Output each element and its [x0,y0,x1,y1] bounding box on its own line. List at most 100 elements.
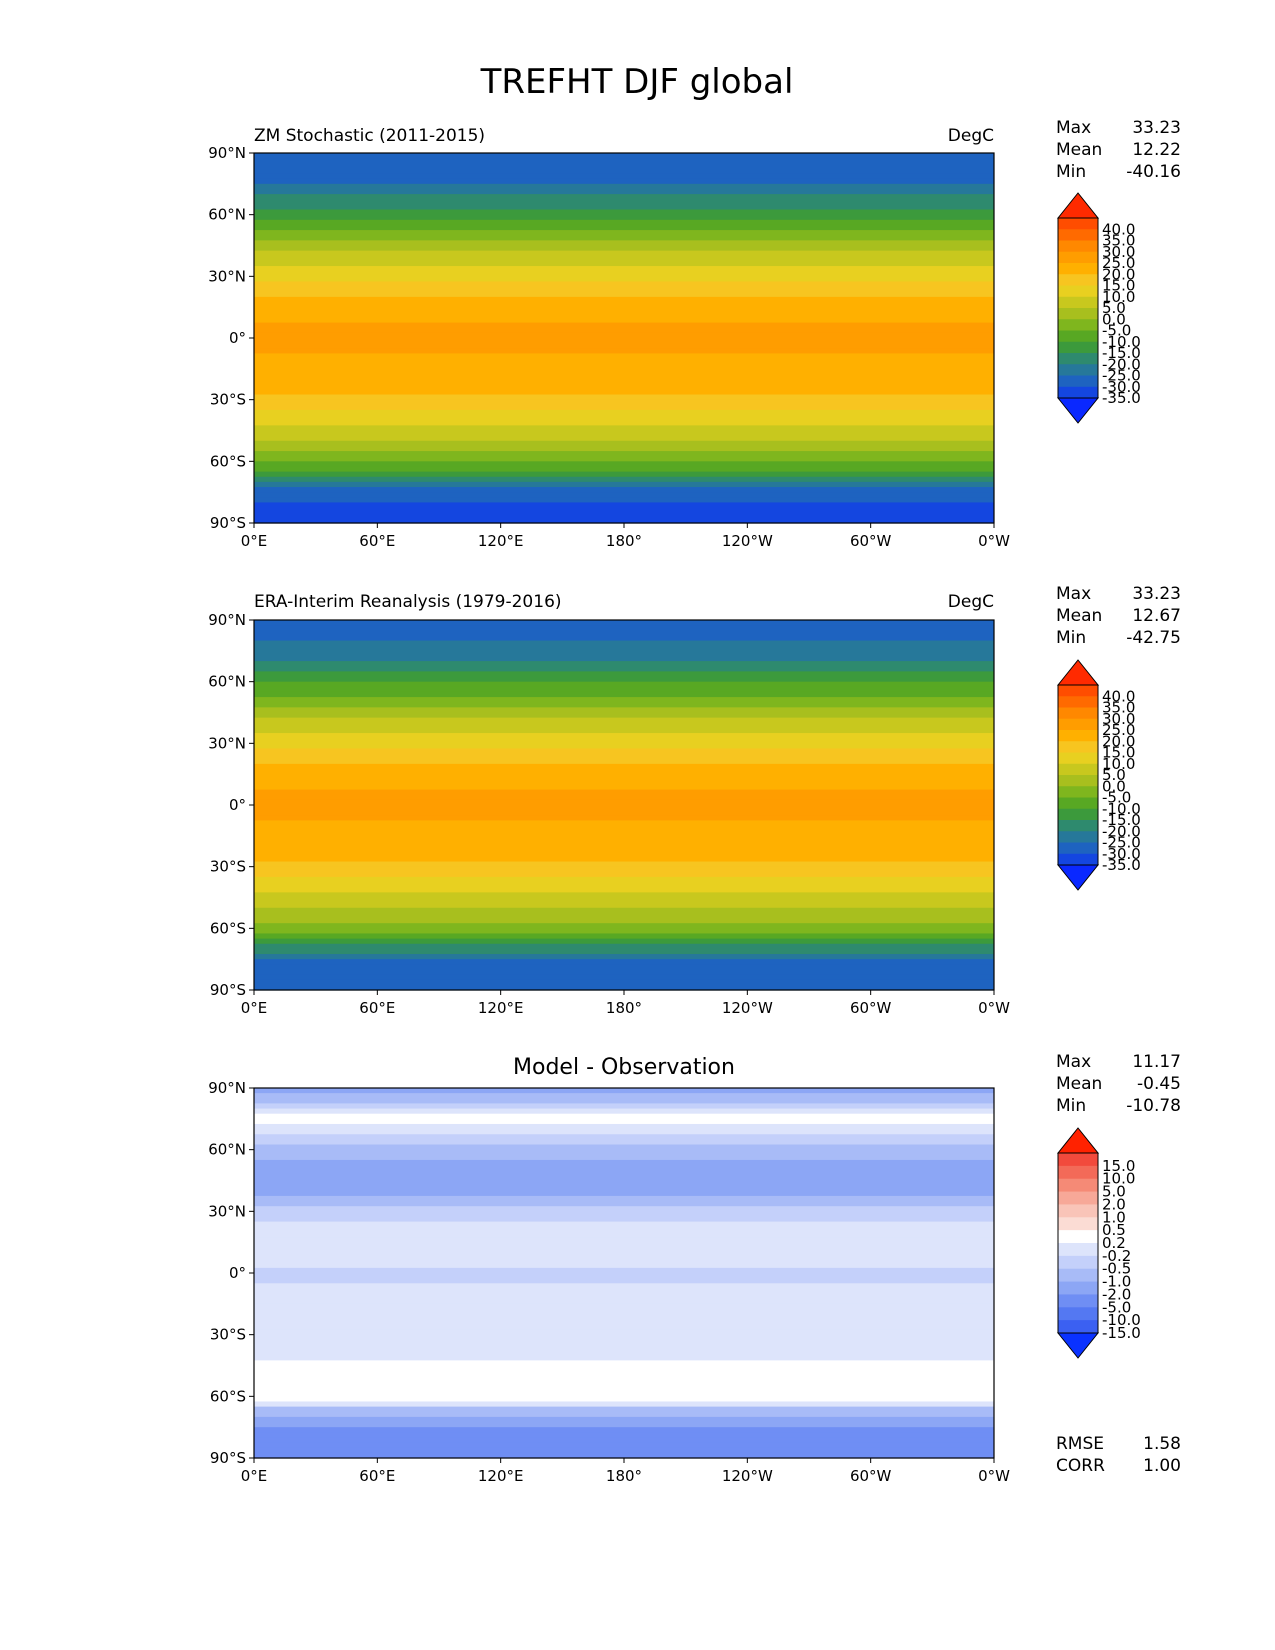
field-band [254,671,994,678]
colorbar-swatch [1058,730,1098,742]
colorbar-swatch [1058,1165,1098,1180]
field-band [254,635,994,642]
field-band [254,1180,994,1187]
colorbar-tick-label: 40.0 [1102,687,1135,705]
figure-title: TREFHT DJF global [480,62,794,102]
colorbar-swatch [1058,1230,1098,1244]
field-band [254,286,994,293]
field-band [254,168,994,175]
field-band [254,1334,994,1341]
stat-rmse-value: 1.58 [1143,1434,1181,1454]
colorbar-model: 40.035.030.025.020.015.010.05.00.0-5.0-1… [1056,192,1141,424]
colorbar-outline [1057,1152,1099,1334]
lat-tick-label: 60°S [210,452,246,470]
field-band [254,1283,994,1290]
field-band [254,948,994,955]
lat-tick-label: 30°S [210,858,246,876]
map-difference: 90°N 60°N 30°N 0° 30°S 60°S 90°S0°E 60°E 120°E 18… [208,1079,1010,1485]
field-band [254,1139,994,1146]
field-band [254,1165,994,1171]
lat-tick-label: 60°S [210,919,246,937]
field-band [254,1247,994,1254]
colorbar-tick-label: -25.0 [1102,367,1141,385]
stat-max-label: Max [1056,1052,1091,1072]
colorbar-tick-label: 2.0 [1102,1195,1126,1213]
field-band [254,1396,994,1403]
colorbar-tick-label: 20.0 [1102,732,1135,750]
colorbar-extend-min [1056,864,1100,891]
field-band [254,645,994,652]
colorbar-tick-label: 40.0 [1102,220,1135,238]
field-band [254,661,994,667]
colorbar-swatch [1058,319,1098,331]
field-band [254,502,994,509]
field-band [254,1422,994,1428]
field-band [254,1391,994,1397]
field-band [254,1108,994,1115]
colorbar-swatch [1058,353,1098,365]
panel-title-left: ERA-Interim Reanalysis (1979-2016) [254,592,562,612]
colorbar-swatch [1058,251,1098,264]
field-band [254,866,994,873]
field-band [254,882,994,888]
colorbar-swatch [1058,696,1098,708]
field-band [254,666,994,672]
colorbar-swatch [1058,797,1098,810]
field-band [254,204,994,211]
stat-mean-label: Mean [1056,140,1102,160]
field-band [254,871,994,878]
field-band [254,317,994,324]
colorbar-tick-label: 30.0 [1102,710,1135,728]
field-band [254,722,994,729]
field-band [254,1411,994,1418]
field-band [254,338,994,344]
colorbar-tick-label: -20.0 [1102,822,1141,840]
panel-title-left: ZM Stochastic (2011-2015) [254,126,485,146]
field-band [254,250,994,257]
stat-min-value: -42.75 [1126,628,1181,648]
field-band [254,630,994,637]
stat-min-label: Min [1056,628,1086,648]
field-band [254,230,994,236]
stat-max-value: 33.23 [1132,118,1181,138]
lon-tick-label: 0°W [978,532,1010,550]
field-band [254,1442,994,1449]
field-band [254,235,994,241]
colorbar-tick-label: -0.2 [1102,1247,1131,1265]
field-band [254,763,994,770]
colorbar-swatch [1058,386,1098,399]
colorbar-tick-label: 15.0 [1102,1157,1135,1175]
lat-tick-label: 30°S [210,1326,246,1344]
field-band [254,466,994,473]
field-band [254,1118,994,1125]
lat-tick-label: 90°S [210,981,246,999]
field-band [254,753,994,760]
lat-tick-label: 0° [229,1264,246,1282]
colorbar-tick-label: 25.0 [1102,721,1135,739]
field-band [254,271,994,277]
field-band [254,471,994,478]
colorbar-swatch [1058,1204,1098,1218]
lat-tick-label: 0° [229,796,246,814]
field-band [254,487,994,493]
field-band [254,969,994,976]
field-band [254,1206,994,1212]
colorbar-tick-label: 5.0 [1102,1183,1126,1201]
field-band [254,959,994,965]
colorbar-swatch [1058,218,1098,230]
colorbar-swatch [1058,786,1098,798]
lon-tick-label: 60°E [359,999,395,1017]
field-band [254,954,994,960]
panel-difference: Model - Observation 90°N 60°N 30°N 0° 30°S 60… [208,1052,1181,1485]
colorbar-tick-label: -2.0 [1102,1285,1131,1303]
colorbar-tick-label: 15.0 [1102,744,1135,762]
colorbar-swatch [1058,1243,1098,1257]
colorbar-tick-label: -5.0 [1102,789,1131,807]
field-band [254,1416,994,1423]
colorbar-tick-label: 15.0 [1102,277,1135,295]
field-band [254,302,994,308]
colorbar-swatch [1058,330,1098,343]
field-band [254,178,994,185]
lat-tick-label: 60°N [208,1141,246,1159]
colorbar-tick-label: 25.0 [1102,254,1135,272]
